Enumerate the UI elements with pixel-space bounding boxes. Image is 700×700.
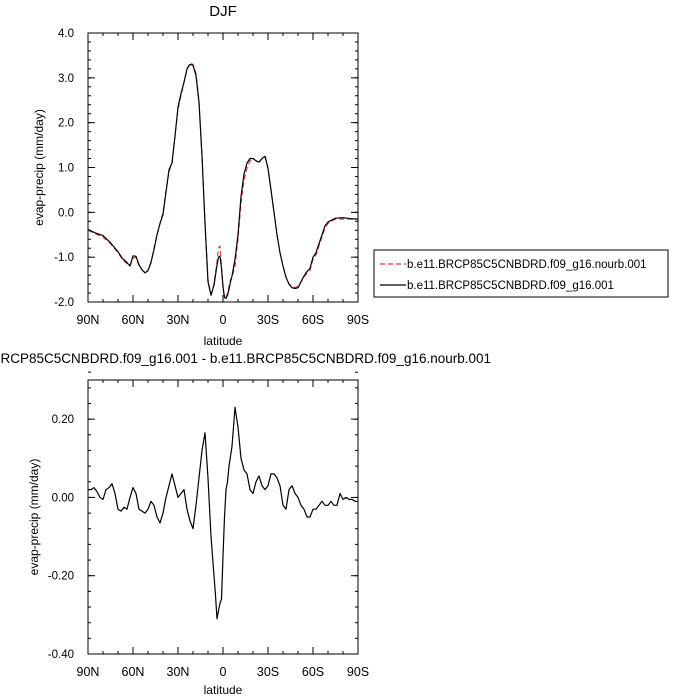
- chart-title: DJF: [209, 3, 237, 20]
- y-tick-label: -0.40: [48, 649, 74, 661]
- x-tick-label: 90N: [77, 313, 100, 327]
- x-tick-label: 60N: [122, 313, 145, 327]
- x-tick-label: 30N: [167, 313, 190, 327]
- plot-frame: [87, 32, 359, 303]
- y-tick-label: -2.0: [54, 297, 74, 309]
- y-axis-label: evap-precip (mm/day): [32, 109, 46, 226]
- x-tick-label: 90S: [347, 313, 369, 327]
- x-tick-label: 60N: [122, 665, 145, 679]
- x-axis-label: latitude: [204, 334, 243, 348]
- bottom-chart-panel: b.e11.BRCP85C5CNBDRD.f09_g16.001 - b.e11…: [0, 351, 491, 697]
- legend: b.e11.BRCP85C5CNBDRD.f09_g16.nourb.001 b.…: [373, 249, 669, 298]
- x-tick-label: 30S: [257, 665, 279, 679]
- series-line-0: [88, 62, 358, 299]
- legend-box: [373, 249, 669, 298]
- y-tick-label: 1.0: [58, 163, 74, 175]
- x-tick-label: 60S: [302, 313, 324, 327]
- series-line-1: [88, 63, 358, 299]
- y-tick-label: -0.20: [48, 571, 74, 583]
- x-tick-label: 30N: [167, 665, 190, 679]
- y-tick-label: 4.0: [58, 28, 74, 40]
- plot-frame: [87, 379, 359, 655]
- x-tick-label: 30S: [257, 313, 279, 327]
- x-tick-label: 90N: [77, 665, 100, 679]
- y-tick-label: 0.00: [52, 492, 74, 504]
- x-tick-label: 60S: [302, 665, 324, 679]
- y-tick-label: 0.20: [52, 414, 74, 426]
- y-axis-label: evap-precip (mm/day): [27, 459, 41, 576]
- x-tick-label: 90S: [347, 665, 369, 679]
- y-tick-label: 3.0: [58, 73, 74, 85]
- y-tick-label: 0.0: [58, 207, 74, 219]
- top-chart-panel: DJF 90N 60N 30N 0 30S 60S 90S -2.0 -1.0 0.0 1.0 2.0 3…: [32, 3, 669, 348]
- series-line-0: [88, 406, 358, 620]
- x-tick-label: 0: [220, 665, 227, 679]
- legend-entry-0: b.e11.BRCP85C5CNBDRD.f09_g16.nourb.001: [407, 259, 647, 271]
- chart-title: b.e11.BRCP85C5CNBDRD.f09_g16.001 - b.e11…: [0, 351, 491, 366]
- x-tick-label: 0: [220, 313, 227, 327]
- x-axis-label: latitude: [204, 683, 243, 697]
- y-tick-label: 2.0: [58, 118, 74, 130]
- legend-entry-1: b.e11.BRCP85C5CNBDRD.f09_g16.001: [407, 280, 614, 292]
- y-tick-label: -1.0: [54, 252, 74, 264]
